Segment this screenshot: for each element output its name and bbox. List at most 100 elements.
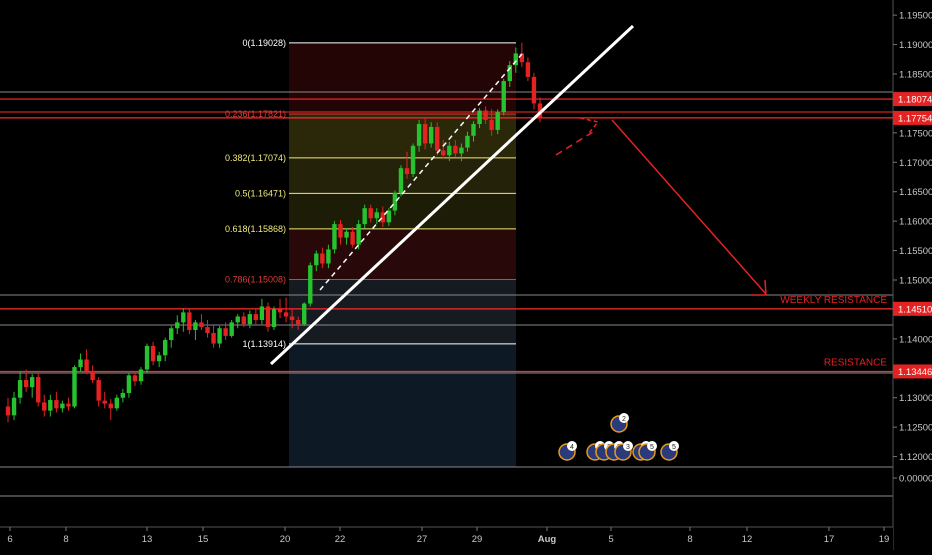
candle-body (96, 380, 101, 401)
dashed-channel-line (319, 53, 523, 291)
candle-body (181, 312, 186, 323)
time-tick-label: 20 (280, 534, 291, 545)
event-count: 5 (650, 444, 654, 451)
fib-level-label: 0.236(1.17821) (225, 109, 286, 119)
candle-body (29, 377, 35, 388)
price-tick-label: 1.15000 (899, 276, 932, 287)
time-tick-label: Aug (538, 534, 557, 545)
price-tick-label: 1.19000 (899, 40, 932, 51)
candle-body (241, 316, 246, 325)
candle-body (302, 303, 307, 325)
price-tick-label: 1.18500 (899, 70, 932, 81)
candle-body (223, 328, 228, 336)
candle-body (120, 393, 126, 398)
time-axis-panel (0, 527, 893, 550)
candle-body (66, 403, 71, 407)
resistance-annotation: RESISTANCE (824, 357, 887, 368)
candle-body (72, 367, 77, 407)
candle-body (386, 210, 392, 223)
candle-body (11, 397, 17, 416)
time-tick-label: 5 (608, 534, 613, 545)
candle-body (368, 208, 373, 219)
candle-body (519, 53, 525, 63)
candle-body (271, 309, 277, 328)
candle-body (138, 369, 144, 382)
candle-body (435, 126, 440, 151)
price-tick-label: 0.00000 (899, 474, 932, 485)
candle-body (126, 375, 132, 394)
price-label-text: 1.13446 (898, 367, 932, 378)
candle-body (156, 355, 162, 362)
event-badge: 5 (660, 441, 679, 461)
event-count: 4 (570, 444, 574, 451)
price-tick-label: 1.16500 (899, 187, 932, 198)
time-tick-label: 15 (198, 534, 209, 545)
candle-body (102, 400, 107, 404)
candle-body (229, 322, 234, 336)
candle-body (374, 212, 379, 219)
event-count-dot (669, 441, 679, 451)
candle-body (187, 312, 192, 331)
candle-body (162, 340, 168, 356)
candle-body (205, 327, 210, 333)
candle-body (410, 145, 416, 175)
fib-zone (289, 279, 516, 344)
candle-body (23, 380, 29, 388)
candle-body (308, 265, 313, 304)
candle-body (447, 145, 452, 156)
time-tick-label: 17 (824, 534, 835, 545)
drawings-layer: WEEKLY RESISTANCE RESISTANCE (269, 24, 887, 368)
candle-body (265, 306, 271, 328)
candle-body (362, 208, 367, 225)
fib-level-label: 0.786(1.15008) (225, 275, 286, 285)
candle-body (217, 328, 222, 344)
candle-body (283, 312, 289, 317)
fib-level-label: 0.618(1.15868) (225, 224, 286, 234)
time-tick-label: 27 (417, 534, 428, 545)
price-label-badge (893, 301, 932, 316)
candle-body (392, 192, 398, 211)
fib-level-label: 1(1.13914) (242, 339, 286, 349)
event-count-dot (647, 441, 657, 451)
event-count: 2 (622, 416, 626, 423)
projection-arrow-line (611, 119, 767, 295)
candle-body (259, 306, 265, 321)
candle-body (380, 212, 386, 223)
candle-body (60, 403, 65, 409)
candle-body (332, 224, 337, 250)
candle-body (235, 316, 240, 323)
price-tick-label: 1.14000 (899, 334, 932, 345)
time-tick-label: 22 (335, 534, 346, 545)
candle-body (169, 328, 174, 341)
price-label-text: 1.14510 (898, 304, 932, 315)
time-tick-label: 8 (687, 534, 692, 545)
candle-body (211, 332, 216, 344)
price-axis-panel (893, 0, 932, 550)
price-tick-label: 1.15500 (899, 246, 932, 257)
candle-body (356, 224, 361, 245)
price-label-badge (893, 92, 932, 107)
event-badge: 4 (558, 441, 577, 461)
candle-body (42, 402, 47, 411)
candle-body (132, 375, 138, 382)
candle-body (114, 397, 120, 409)
horizontal-lines-layer: 0(1.19028) 0.236(1.17821) 0.382(1.17074) 0.… (0, 38, 893, 497)
candle-body (90, 371, 95, 381)
candle-body (150, 345, 156, 362)
fib-zone (289, 42, 516, 114)
candle-body (471, 124, 476, 136)
candle-body (5, 406, 11, 416)
event-count-dot (567, 441, 577, 451)
fib-level-label: 0.382(1.17074) (225, 153, 286, 163)
candle-body (78, 359, 83, 368)
candle-body (422, 124, 428, 144)
event-badge: 5 (638, 441, 657, 461)
candle-body (320, 253, 325, 264)
price-tick-label: 1.19500 (899, 11, 932, 22)
price-tick-label: 1.12000 (899, 452, 932, 463)
candles-layer (5, 42, 543, 423)
candle-body (144, 345, 150, 370)
fib-zone (289, 113, 516, 158)
candle-body (247, 314, 253, 325)
